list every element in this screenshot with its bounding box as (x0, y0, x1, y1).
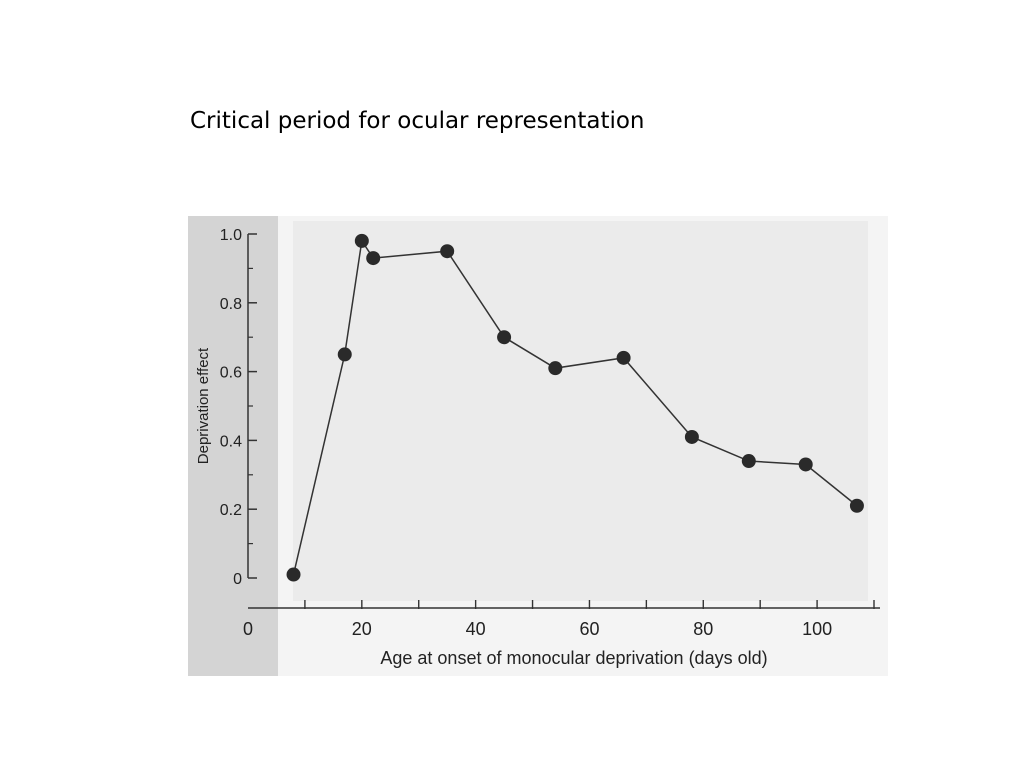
data-point (849, 498, 864, 513)
data-point (366, 251, 381, 266)
y-tick-label: 1.0 (220, 227, 242, 244)
x-tick-label: 0 (243, 619, 253, 639)
x-tick-label: 20 (352, 619, 372, 639)
y-tick-label: 0.8 (220, 296, 242, 313)
y-ticks: 0 0.2 0.4 0.6 0.8 1.0 (220, 227, 257, 588)
x-axis-title: Age at onset of monocular deprivation (d… (380, 648, 767, 668)
y-axis-title: Deprivation effect (195, 347, 212, 464)
data-points (286, 233, 864, 582)
x-tick-label: 80 (693, 619, 713, 639)
x-tick-label: 100 (802, 619, 832, 639)
series-line (292, 238, 858, 575)
y-tick-label: 0.4 (220, 433, 242, 450)
slide-title: Critical period for ocular representatio… (190, 108, 645, 134)
data-point (741, 454, 756, 469)
x-tick-label: 40 (466, 619, 486, 639)
data-point (337, 347, 352, 362)
data-point (798, 457, 813, 472)
data-point (684, 429, 699, 444)
data-point (497, 330, 512, 345)
line-chart: 0 0.2 0.4 0.6 0.8 1.0 0 20 40 60 80 100 Deprivatio… (188, 216, 888, 676)
chart-figure: 0 0.2 0.4 0.6 0.8 1.0 0 20 40 60 80 100 Deprivatio… (188, 216, 888, 676)
x-ticks: 0 20 40 60 80 100 (243, 600, 875, 639)
data-point (354, 233, 369, 248)
data-point (286, 567, 301, 582)
y-tick-label: 0.2 (220, 502, 242, 519)
data-point (616, 350, 631, 365)
data-point (440, 244, 455, 259)
y-tick-label: 0 (233, 571, 242, 588)
y-tick-label: 0.6 (220, 365, 242, 382)
plot-area-fill (293, 221, 868, 601)
figure-left-strip (188, 216, 278, 676)
x-tick-label: 60 (579, 619, 599, 639)
data-point (548, 361, 563, 376)
